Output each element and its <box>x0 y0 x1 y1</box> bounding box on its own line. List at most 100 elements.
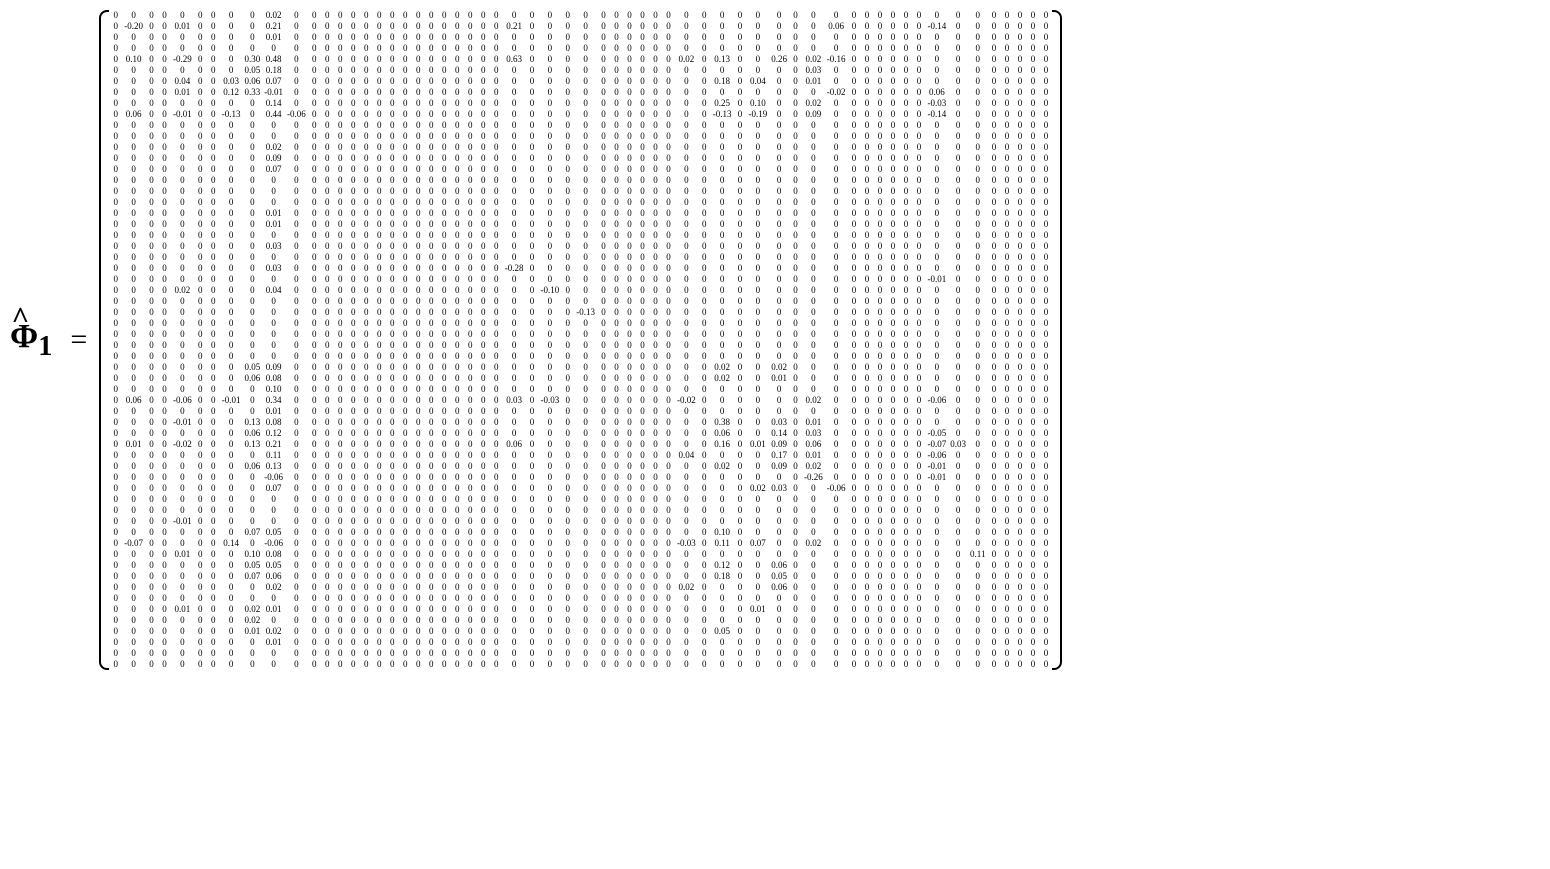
matrix-cell: 0 <box>220 472 243 483</box>
matrix-cell: 0 <box>825 626 848 637</box>
matrix-cell: 0 <box>662 439 675 450</box>
matrix-cell: 0 <box>109 494 122 505</box>
matrix-cell: 0 <box>649 263 662 274</box>
matrix-cell: 0 <box>561 164 574 175</box>
matrix-cell: 0 <box>145 549 158 560</box>
matrix-cell: 0 <box>109 230 122 241</box>
matrix-cell: 0 <box>789 120 802 131</box>
matrix-cell: 0 <box>451 340 464 351</box>
matrix-cell: 0 <box>526 263 539 274</box>
matrix-cell: 0 <box>425 538 438 549</box>
matrix-cell: 0 <box>243 175 263 186</box>
matrix-cell: 0 <box>1000 483 1013 494</box>
matrix-cell: 0 <box>386 417 399 428</box>
matrix-cell: 0 <box>526 219 539 230</box>
matrix-cell: 0 <box>734 197 747 208</box>
matrix-cell: 0 <box>802 164 825 175</box>
matrix-cell: 0 <box>243 296 263 307</box>
matrix-cell: 0 <box>913 417 926 428</box>
matrix-cell: 0 <box>874 87 887 98</box>
matrix-cell: 0 <box>158 450 171 461</box>
matrix-cell: 0 <box>1026 483 1039 494</box>
matrix-cell: 0 <box>675 483 698 494</box>
matrix-cell: 0 <box>825 362 848 373</box>
matrix-cell: 0 <box>109 340 122 351</box>
matrix-cell: 0 <box>597 54 610 65</box>
matrix-cell: 0 <box>109 516 122 527</box>
matrix-cell: 0 <box>171 450 194 461</box>
matrix-cell: 0 <box>861 274 874 285</box>
matrix-cell: 0 <box>769 516 789 527</box>
matrix-cell: 0 <box>207 87 220 98</box>
matrix-cell: 0 <box>145 21 158 32</box>
matrix-cell: 0 <box>861 351 874 362</box>
matrix-cell: 0 <box>649 571 662 582</box>
matrix-cell: 0 <box>887 637 900 648</box>
matrix-cell: 0 <box>649 131 662 142</box>
matrix-cell: 0 <box>334 362 347 373</box>
matrix-cell: 0 <box>734 263 747 274</box>
matrix-cell: 0 <box>526 109 539 120</box>
matrix-cell: 0 <box>597 87 610 98</box>
matrix-cell: 0 <box>913 439 926 450</box>
matrix-cell: 0 <box>636 131 649 142</box>
matrix-cell: 0 <box>503 494 526 505</box>
matrix-cell: 0 <box>675 472 698 483</box>
matrix-cell: 0 <box>610 648 623 659</box>
matrix-row: 000000000000000000000000000000-0.1300000… <box>109 307 1052 318</box>
matrix-cell: 0 <box>321 175 334 186</box>
matrix-row: 0000000000000000000000000000000000000000… <box>109 593 1052 604</box>
matrix-cell: 0 <box>561 494 574 505</box>
matrix-cell: 0 <box>561 373 574 384</box>
matrix-cell: 0 <box>623 648 636 659</box>
matrix-cell: 0 <box>948 626 968 637</box>
matrix-cell: 0 <box>1039 406 1052 417</box>
matrix-cell: 0 <box>561 10 574 21</box>
matrix-cell: 0 <box>464 483 477 494</box>
matrix-cell: 0.38 <box>711 417 734 428</box>
matrix-cell: 0 <box>399 131 412 142</box>
matrix-cell: 0 <box>360 571 373 582</box>
matrix-cell: 0 <box>1000 406 1013 417</box>
matrix-cell: 0 <box>597 164 610 175</box>
matrix-cell: 0 <box>438 142 451 153</box>
matrix-cell: 0 <box>597 593 610 604</box>
matrix-cell: 0 <box>262 197 285 208</box>
matrix-cell: 0 <box>623 241 636 252</box>
matrix-cell: 0 <box>194 461 207 472</box>
matrix-cell: 0 <box>1013 351 1026 362</box>
matrix-cell: 0.01 <box>171 549 194 560</box>
matrix-cell: 0 <box>675 384 698 395</box>
matrix-cell: 0 <box>373 571 386 582</box>
matrix-cell: 0 <box>1039 296 1052 307</box>
matrix-cell: -0.13 <box>711 109 734 120</box>
matrix-cell: 0 <box>913 615 926 626</box>
matrix-cell: 0 <box>747 208 770 219</box>
matrix-cell: 0 <box>623 373 636 384</box>
matrix-cell: 0 <box>848 76 861 87</box>
matrix-cell: 0 <box>1013 274 1026 285</box>
matrix-cell: 0 <box>122 230 145 241</box>
matrix-cell: 0 <box>438 32 451 43</box>
matrix-cell: 0 <box>1013 219 1026 230</box>
matrix-cell: 0 <box>285 65 308 76</box>
matrix-cell: 0 <box>698 142 711 153</box>
matrix-cell: 0 <box>347 472 360 483</box>
matrix-cell: 0 <box>503 417 526 428</box>
matrix-cell: 0 <box>597 582 610 593</box>
matrix-cell: 0 <box>373 637 386 648</box>
matrix-cell: 0 <box>1000 87 1013 98</box>
matrix-cell: 0 <box>636 186 649 197</box>
matrix-cell: 0 <box>636 417 649 428</box>
matrix-cell: 0 <box>539 516 562 527</box>
matrix-cell: 0 <box>220 230 243 241</box>
matrix-cell: 0 <box>122 604 145 615</box>
matrix-cell: 0 <box>386 593 399 604</box>
matrix-cell: 0 <box>913 648 926 659</box>
matrix-cell: 0 <box>207 450 220 461</box>
matrix-cell: 0.18 <box>711 571 734 582</box>
matrix-row: 00.0600-0.0600-0.0100.340000000000000000… <box>109 395 1052 406</box>
matrix-cell: 0 <box>490 549 503 560</box>
matrix-cell: 0 <box>386 76 399 87</box>
matrix-cell: -0.10 <box>539 285 562 296</box>
